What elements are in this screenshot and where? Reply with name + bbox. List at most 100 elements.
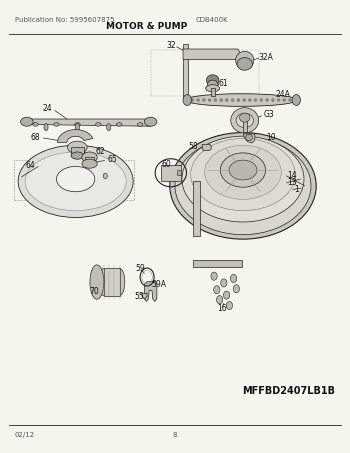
- Ellipse shape: [226, 301, 232, 309]
- Ellipse shape: [182, 136, 304, 222]
- Ellipse shape: [107, 124, 111, 131]
- Ellipse shape: [175, 137, 311, 235]
- Ellipse shape: [266, 99, 268, 101]
- Text: 8: 8: [173, 432, 177, 438]
- Ellipse shape: [211, 272, 217, 280]
- Ellipse shape: [144, 117, 157, 126]
- Ellipse shape: [191, 99, 194, 101]
- Polygon shape: [142, 294, 147, 299]
- Ellipse shape: [260, 99, 263, 101]
- Ellipse shape: [82, 152, 97, 163]
- Text: 68: 68: [31, 133, 40, 142]
- Ellipse shape: [223, 291, 230, 299]
- Ellipse shape: [217, 296, 223, 304]
- Text: 1: 1: [294, 185, 299, 194]
- Polygon shape: [144, 282, 157, 301]
- Ellipse shape: [71, 152, 84, 159]
- Ellipse shape: [203, 99, 205, 101]
- Text: 02/12: 02/12: [15, 432, 35, 438]
- Ellipse shape: [205, 145, 281, 199]
- Ellipse shape: [233, 285, 239, 293]
- Ellipse shape: [239, 113, 250, 122]
- Ellipse shape: [170, 133, 316, 239]
- Ellipse shape: [208, 80, 218, 89]
- Ellipse shape: [82, 159, 97, 168]
- Text: 32: 32: [166, 41, 176, 50]
- Bar: [71, 148, 84, 155]
- Ellipse shape: [236, 113, 253, 128]
- Ellipse shape: [191, 139, 295, 211]
- Bar: [85, 157, 95, 164]
- Text: G3: G3: [264, 110, 274, 119]
- Ellipse shape: [56, 166, 95, 192]
- Ellipse shape: [248, 99, 251, 101]
- Ellipse shape: [220, 99, 223, 101]
- Ellipse shape: [229, 160, 257, 180]
- Polygon shape: [57, 130, 93, 143]
- Ellipse shape: [225, 99, 228, 101]
- Ellipse shape: [237, 99, 240, 101]
- Ellipse shape: [44, 124, 48, 131]
- Text: 14: 14: [287, 170, 297, 179]
- Ellipse shape: [231, 99, 234, 101]
- Ellipse shape: [18, 145, 133, 217]
- Text: 16: 16: [218, 304, 227, 313]
- Ellipse shape: [214, 286, 220, 294]
- Ellipse shape: [90, 265, 104, 299]
- Ellipse shape: [214, 99, 217, 101]
- Text: 24: 24: [43, 104, 52, 113]
- Text: 60: 60: [162, 159, 172, 169]
- Bar: [211, 88, 215, 96]
- Text: 10: 10: [266, 133, 276, 142]
- Text: MFFBD2407LB1B: MFFBD2407LB1B: [242, 386, 335, 396]
- Text: 58: 58: [189, 142, 198, 150]
- Text: 65: 65: [107, 155, 117, 164]
- Text: 64: 64: [26, 161, 35, 170]
- Text: 55: 55: [134, 292, 144, 301]
- Ellipse shape: [208, 99, 211, 101]
- Bar: [104, 269, 120, 296]
- Ellipse shape: [237, 58, 252, 70]
- Ellipse shape: [243, 99, 245, 101]
- Ellipse shape: [75, 124, 79, 131]
- Bar: [150, 50, 259, 96]
- Ellipse shape: [54, 123, 59, 126]
- Ellipse shape: [292, 95, 301, 106]
- Text: 70: 70: [89, 288, 99, 296]
- Bar: [161, 164, 181, 181]
- Bar: [177, 170, 181, 175]
- Ellipse shape: [186, 94, 297, 106]
- Ellipse shape: [206, 75, 219, 86]
- Ellipse shape: [220, 153, 266, 187]
- Ellipse shape: [103, 173, 107, 178]
- Text: 59A: 59A: [152, 280, 167, 289]
- Bar: [243, 120, 247, 132]
- Ellipse shape: [289, 99, 292, 101]
- Polygon shape: [202, 145, 211, 151]
- Ellipse shape: [21, 117, 33, 126]
- Ellipse shape: [206, 85, 219, 92]
- Ellipse shape: [68, 141, 87, 154]
- Text: 59: 59: [135, 264, 145, 273]
- Ellipse shape: [99, 269, 109, 296]
- Ellipse shape: [220, 279, 227, 287]
- Ellipse shape: [75, 123, 80, 126]
- Bar: [14, 159, 134, 200]
- Text: CDB400K: CDB400K: [196, 17, 229, 23]
- Text: 61: 61: [219, 79, 229, 88]
- Ellipse shape: [33, 123, 38, 126]
- Polygon shape: [183, 49, 242, 59]
- Polygon shape: [25, 119, 152, 126]
- Ellipse shape: [271, 99, 274, 101]
- Bar: [183, 43, 188, 100]
- Text: 62: 62: [95, 148, 105, 156]
- Ellipse shape: [236, 51, 254, 69]
- Ellipse shape: [283, 99, 286, 101]
- Ellipse shape: [197, 99, 199, 101]
- Ellipse shape: [25, 152, 126, 211]
- Polygon shape: [243, 134, 255, 143]
- Ellipse shape: [114, 269, 125, 296]
- Ellipse shape: [231, 108, 259, 133]
- Ellipse shape: [254, 99, 257, 101]
- Ellipse shape: [137, 123, 143, 126]
